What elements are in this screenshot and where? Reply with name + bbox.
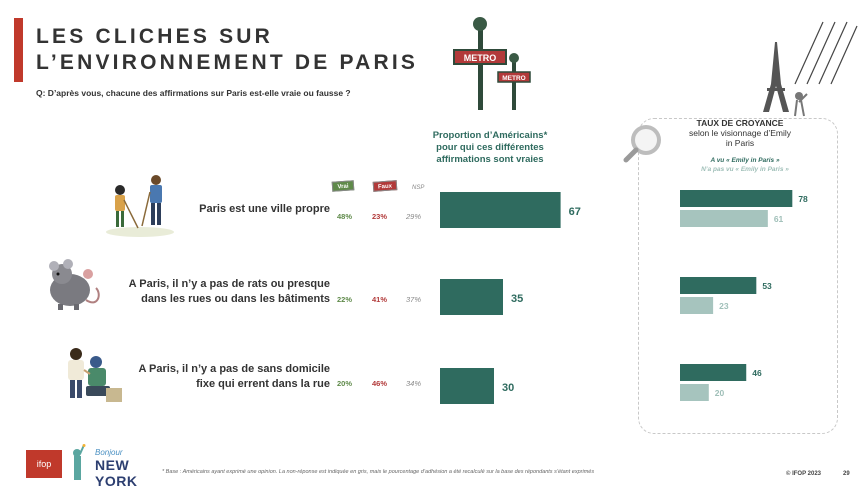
page-title: LES CLICHES SUR L’ENVIRONNEMENT DE PARIS [36, 24, 418, 76]
sweepers-illustration-icon [106, 175, 174, 237]
seen-bar-2-value: 53 [762, 281, 772, 291]
main-chart-title: Proportion d’Américains* pour qui ces di… [405, 130, 575, 166]
row1-nsp-pct: 29% [406, 212, 422, 221]
main-bar-2-value: 35 [511, 293, 523, 305]
magnifier-icon [623, 125, 661, 163]
row2-nsp-pct: 37% [406, 295, 422, 304]
statement-line: fixe qui errent dans la rue [196, 378, 330, 390]
not-seen-bar-3-value: 20 [715, 388, 725, 398]
seen-bar-3 [680, 364, 747, 381]
rat-illustration-icon [49, 259, 100, 310]
seen-bar-2 [680, 277, 757, 294]
belief-rate-subtitle: in Paris [725, 138, 755, 148]
nsp-label: NSP [412, 185, 425, 191]
seen-bar-3-value: 46 [752, 368, 762, 378]
metro-sign-icon: METRO METRO [453, 17, 531, 110]
not-seen-bar-2-value: 23 [719, 301, 729, 311]
statement-line: Paris est une ville propre [199, 203, 330, 215]
row2-faux-pct: 41% [372, 295, 388, 304]
row3-vrai-pct: 20% [337, 379, 353, 388]
statement-line: A Paris, il n’y a pas de rats ou presque [128, 278, 330, 290]
main-chart-title-line: pour qui ces différentes [436, 142, 544, 153]
main-bar-2 [440, 279, 503, 315]
page-number: 29 [843, 471, 850, 477]
metro-sign-small-text: METRO [502, 75, 525, 82]
eiffel-tower-icon [763, 21, 858, 117]
page-title-line2: L’ENVIRONNEMENT DE PARIS [36, 51, 419, 74]
row2-vrai-pct: 22% [337, 295, 353, 304]
statement-2: A Paris, il n’y a pas de rats ou presque… [120, 277, 330, 307]
statue-of-liberty-icon [73, 444, 86, 480]
main-bar-3 [440, 368, 494, 404]
main-bar-1-value: 67 [569, 206, 581, 218]
legend-not-seen: N’a pas vu « Emily in Paris » [701, 166, 789, 173]
not-seen-bar-3 [680, 384, 709, 401]
main-bar-1 [440, 192, 561, 228]
ifop-logo: ifop [26, 450, 62, 478]
main-bar-chart: 67 35 30 [440, 192, 581, 404]
new-york-text: NEW YORK [95, 457, 138, 489]
belief-rate-legend: A vu « Emily in Paris » N’a pas vu « Emi… [660, 156, 830, 174]
row1-vrai-pct: 48% [337, 212, 353, 221]
not-seen-bar-2 [680, 297, 714, 314]
belief-rate-title-main: TAUX DE CROYANCE [696, 118, 784, 128]
belief-rate-title: TAUX DE CROYANCE selon le visionnage d’E… [660, 118, 820, 148]
seen-bar-1-value: 78 [798, 194, 808, 204]
statement-line: dans les rues ou dans les bâtiments [141, 293, 330, 305]
belief-rate-panel [638, 118, 838, 434]
legend-seen: A vu « Emily in Paris » [710, 157, 780, 164]
not-seen-bar-1 [680, 210, 768, 227]
accent-bar [14, 18, 23, 82]
belief-rate-chart: 78 61 53 23 46 20 [680, 190, 808, 401]
statement-line: A Paris, il n’y a pas de sans domicile [138, 363, 330, 375]
bonjour-new-york-logo: Bonjour NEW YORK [95, 448, 165, 489]
row1-faux-pct: 23% [372, 212, 388, 221]
not-seen-bar-1-value: 61 [774, 214, 784, 224]
belief-rate-subtitle: selon le visionnage d’Emily [688, 128, 792, 138]
copyright: © IFOP 2023 [786, 471, 821, 477]
faux-label: Faux [372, 180, 398, 192]
homeless-illustration-icon [68, 348, 122, 402]
main-bar-3-value: 30 [502, 382, 514, 394]
row3-faux-pct: 46% [372, 379, 388, 388]
main-chart-title-line: affirmations sont vraies [436, 154, 544, 165]
statement-1: Paris est une ville propre [120, 202, 330, 217]
vrai-label: Vrai [331, 180, 355, 192]
page-title-line1: LES CLICHES SUR [36, 25, 274, 48]
row3-nsp-pct: 34% [406, 379, 422, 388]
seen-bar-1 [680, 190, 793, 207]
footnote: * Base : Américains ayant exprimé une op… [162, 469, 595, 475]
question-text: Q: D’après vous, chacune des affirmation… [36, 88, 351, 98]
metro-sign-text: METRO [464, 53, 497, 63]
main-chart-title-line: Proportion d’Américains* [432, 130, 548, 141]
bonjour-text: Bonjour [95, 448, 123, 457]
statement-3: A Paris, il n’y a pas de sans domicile f… [120, 362, 330, 392]
